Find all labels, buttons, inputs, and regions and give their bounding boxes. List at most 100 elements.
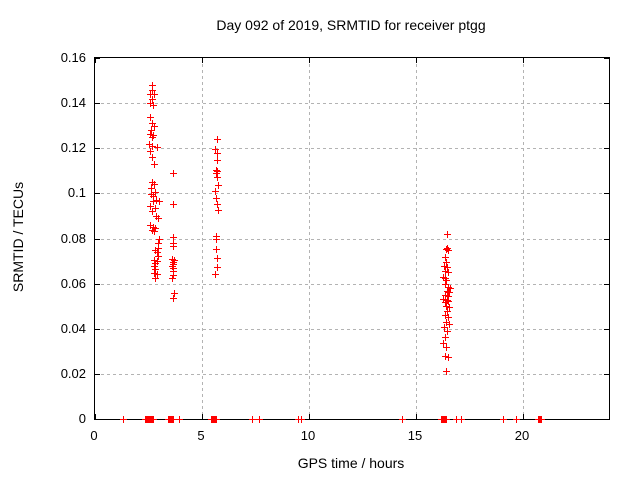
data-point [150, 224, 157, 231]
data-point [443, 303, 450, 310]
data-point [249, 416, 256, 423]
data-point [446, 289, 453, 296]
data-point [154, 258, 161, 265]
grid-line-horizontal [95, 284, 609, 285]
data-point [149, 143, 156, 150]
data-point [214, 264, 221, 271]
data-point [538, 416, 545, 423]
data-point [513, 416, 520, 423]
data-point [149, 82, 156, 89]
y-tick-mark [604, 284, 609, 285]
y-tick-mark [604, 58, 609, 59]
data-point [169, 256, 176, 263]
data-point [150, 132, 157, 139]
data-point [147, 222, 154, 229]
data-point [443, 344, 450, 351]
data-point [151, 161, 158, 168]
data-point [170, 234, 177, 241]
y-tick-mark [604, 239, 609, 240]
data-point [170, 261, 177, 268]
data-point [151, 123, 158, 130]
data-point [169, 263, 176, 270]
x-tick-mark [416, 58, 417, 63]
data-point [444, 245, 451, 252]
x-tick-mark [95, 58, 96, 63]
grid-line-horizontal [95, 329, 609, 330]
x-tick-mark [309, 58, 310, 63]
data-point [149, 87, 156, 94]
data-point [213, 236, 220, 243]
x-tick-mark [309, 414, 310, 419]
data-point [212, 146, 219, 153]
data-point [148, 127, 155, 134]
data-point [215, 207, 222, 214]
y-tick-label: 0.1 [67, 185, 86, 200]
data-point [458, 416, 465, 423]
y-tick-label: 0.16 [60, 50, 86, 65]
data-point [170, 201, 177, 208]
data-point [442, 292, 449, 299]
data-point [120, 416, 127, 423]
data-point [154, 249, 161, 256]
y-tick-label: 0 [78, 411, 86, 426]
y-axis-label: SRMTID / TECUs [10, 181, 26, 293]
data-point [154, 271, 161, 278]
data-point [171, 290, 178, 297]
data-point [151, 270, 158, 277]
data-point [149, 134, 156, 141]
data-point [440, 274, 447, 281]
data-point [156, 198, 163, 205]
data-point [147, 91, 154, 98]
data-point [147, 203, 154, 210]
data-point [445, 314, 452, 321]
data-point [170, 295, 177, 302]
data-point [155, 253, 162, 260]
data-point [442, 299, 449, 306]
data-point [150, 193, 157, 200]
data-point [214, 157, 221, 164]
data-point [147, 148, 154, 155]
data-point [500, 416, 507, 423]
data-point [170, 416, 177, 423]
x-tick-mark [202, 414, 203, 419]
data-point [152, 189, 159, 196]
data-point [445, 247, 452, 254]
x-tick-mark [416, 414, 417, 419]
x-axis-label: GPS time / hours [297, 455, 405, 471]
plot-area [94, 57, 610, 423]
grid-line-horizontal [95, 239, 609, 240]
data-point [442, 281, 449, 288]
data-point [441, 324, 448, 331]
y-tick-mark [604, 374, 609, 375]
data-point [152, 247, 159, 254]
data-point [444, 288, 451, 295]
data-point [169, 275, 176, 282]
data-point [149, 120, 156, 127]
grid-line-horizontal [95, 374, 609, 375]
data-point [214, 150, 221, 157]
y-tick-mark [95, 103, 100, 104]
data-point [170, 272, 177, 279]
x-tick-mark [202, 58, 203, 63]
grid-line-horizontal [95, 148, 609, 149]
data-point [213, 246, 220, 253]
data-point [443, 368, 450, 375]
data-point [444, 308, 451, 315]
data-point [151, 228, 158, 235]
x-tick-label: 0 [90, 428, 98, 443]
data-point [445, 298, 452, 305]
data-point [151, 263, 158, 270]
data-point [442, 275, 449, 282]
data-point [153, 197, 160, 204]
data-point [443, 259, 450, 266]
data-point [150, 102, 157, 109]
grid-line-vertical [309, 58, 310, 419]
data-point [154, 144, 161, 151]
data-point [213, 195, 220, 202]
data-point [446, 304, 453, 311]
grid-line-vertical [523, 58, 524, 419]
data-point [442, 254, 449, 261]
x-tick-mark [523, 414, 524, 419]
grid-line-vertical [416, 58, 417, 419]
data-point [445, 293, 452, 300]
